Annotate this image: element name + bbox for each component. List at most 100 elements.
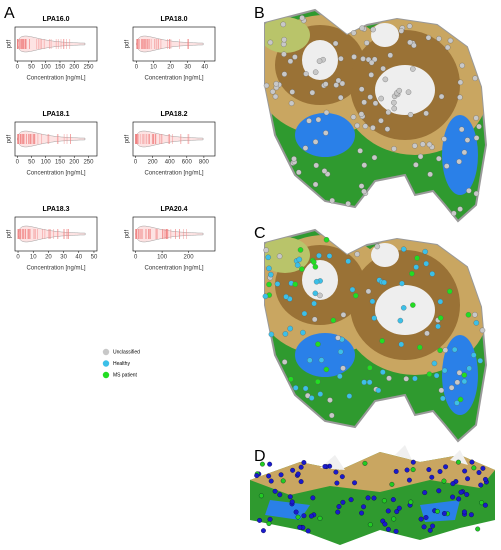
map-dot — [317, 391, 324, 397]
plot-frame — [14, 26, 98, 62]
map-dot — [413, 162, 419, 168]
map-dot — [451, 210, 457, 217]
map-dot — [281, 51, 287, 57]
surface-dot — [381, 498, 387, 504]
map-dot — [299, 266, 305, 272]
map-dot — [438, 387, 445, 394]
surface-dot — [266, 473, 272, 479]
map-dot — [365, 288, 372, 295]
map-dot — [472, 312, 478, 318]
legend: Unclassified Healthy MS patient — [102, 348, 140, 378]
map-dot — [398, 341, 405, 348]
surface-dot — [390, 497, 396, 503]
surface-dot — [361, 504, 366, 510]
map-dot — [399, 280, 405, 287]
map-dot — [287, 58, 294, 64]
map-dot — [311, 300, 317, 307]
surface-dot — [436, 488, 442, 494]
map-dot — [406, 23, 413, 29]
map-dot — [345, 258, 351, 264]
map-dot — [312, 264, 319, 270]
map-dot — [322, 81, 329, 87]
map-dot — [424, 330, 430, 337]
x-tick-label: 100 — [41, 160, 52, 166]
surface-dot — [427, 527, 433, 533]
y-axis-label: pdf — [125, 229, 131, 238]
map-dot — [407, 112, 414, 118]
x-tick-label: 50 — [91, 255, 98, 261]
map-dot — [441, 367, 448, 374]
surface-dot — [371, 495, 377, 501]
map-dot — [457, 396, 464, 403]
map-dot — [357, 148, 363, 154]
x-tick-label: 40 — [201, 65, 208, 71]
map-b — [255, 10, 490, 221]
map-dot — [457, 206, 463, 212]
map-dot — [346, 393, 353, 399]
surface-dot — [352, 480, 358, 486]
surface-dot — [287, 494, 293, 500]
map-dot — [391, 105, 397, 112]
map-dot — [367, 94, 373, 100]
map-dot — [437, 347, 443, 354]
map-dot — [380, 369, 386, 375]
map-dot — [422, 248, 428, 255]
map-dot — [335, 77, 342, 84]
map-dot — [477, 358, 484, 364]
surface-dot — [389, 481, 395, 487]
surface-dot — [423, 515, 429, 520]
map-dot — [386, 375, 392, 381]
map-dot — [454, 400, 460, 406]
map-dot — [423, 260, 429, 267]
map-dot — [315, 116, 322, 123]
surface-dot — [478, 482, 484, 488]
y-axis-label: pdf — [7, 39, 13, 48]
legend-label: MS patient — [113, 372, 138, 378]
surface-dot — [441, 478, 447, 484]
map-dot — [333, 82, 339, 88]
x-tick-label: 10 — [150, 65, 157, 71]
map-dot — [339, 80, 346, 87]
x-axis-label: Concentration [ng/mL] — [144, 266, 203, 272]
x-tick-label: 600 — [182, 160, 193, 166]
map-dot — [374, 243, 381, 250]
map-dot — [362, 123, 369, 129]
surface-dot — [266, 521, 272, 527]
map-dot — [326, 253, 333, 259]
surface-dot — [382, 521, 388, 527]
surface-dot — [333, 469, 339, 475]
surface-dot — [295, 514, 301, 520]
surface-dot — [278, 472, 284, 478]
map-dot — [471, 352, 477, 358]
map-dot — [315, 378, 321, 385]
map-dot — [466, 187, 472, 194]
map-dot — [409, 270, 415, 277]
map-dot — [456, 158, 462, 165]
map-dot — [368, 59, 375, 66]
surface-dot — [465, 476, 471, 482]
map-dot — [370, 125, 376, 131]
surface-dot — [359, 510, 365, 516]
x-tick-label: 400 — [165, 160, 176, 166]
map-dot — [436, 35, 442, 42]
map-dot — [448, 384, 455, 391]
surface-dot — [426, 467, 432, 473]
map-dot — [391, 99, 397, 106]
map-dot — [461, 149, 468, 156]
surface-dot — [298, 479, 304, 485]
map-dot — [267, 39, 274, 46]
map-dot — [323, 109, 330, 116]
map-dot — [313, 162, 319, 169]
map-dot — [387, 52, 394, 58]
plot-frame — [14, 121, 98, 157]
map-dot — [359, 25, 365, 31]
map-dot — [266, 265, 272, 272]
map-dot — [378, 117, 384, 124]
map-dot — [354, 122, 360, 129]
map-dot — [397, 317, 404, 324]
x-tick-label: 0 — [135, 65, 139, 71]
map-dot — [476, 123, 482, 130]
surface-dot — [293, 509, 299, 515]
map-dot — [272, 93, 279, 100]
map-dot — [451, 346, 458, 353]
